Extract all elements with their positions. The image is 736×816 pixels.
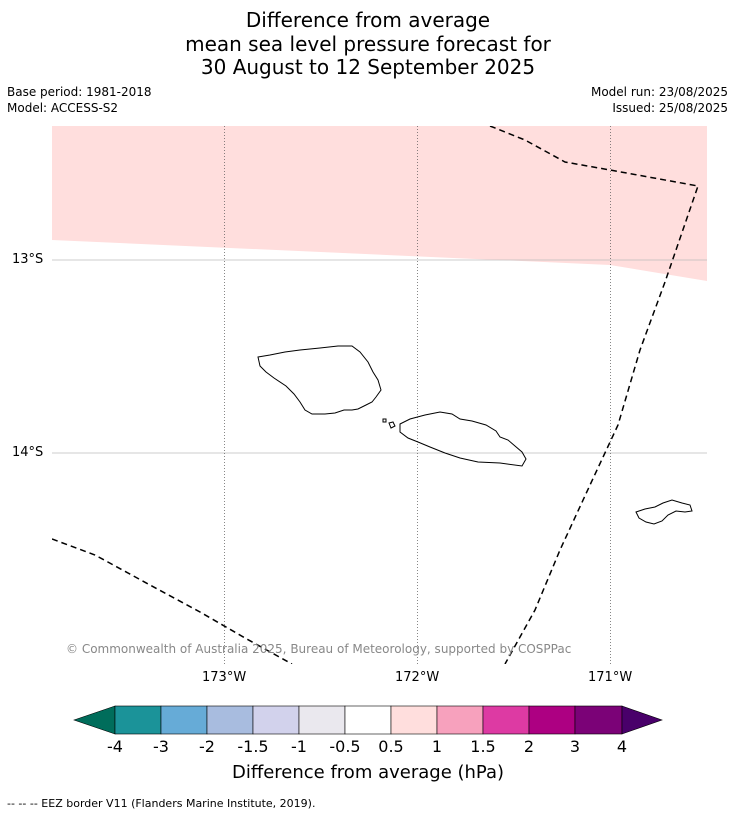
colorbar-title: Difference from average (hPa) <box>231 762 505 783</box>
colorbar-swatch <box>574 705 623 735</box>
colorbar-tick-label: -4 <box>107 737 123 756</box>
colorbar-tick-label: -2 <box>199 737 215 756</box>
colorbar-tick-label: 2 <box>523 737 535 756</box>
longitude-label-173w: 173°W <box>202 670 247 685</box>
tutuila-island <box>635 499 693 525</box>
base-period-text: Base period: 1981-2018 <box>7 85 152 99</box>
colorbar-swatch <box>206 705 254 735</box>
issued-text: Issued: 25/08/2025 <box>612 101 728 115</box>
colorbar-tick-label: -3 <box>153 737 169 756</box>
latitude-label-13s: 13°S <box>12 252 44 267</box>
colorbar-swatch <box>390 705 438 735</box>
apolima-islet <box>382 418 387 423</box>
eez-border-legend: -- -- -- EEZ border V11 (Flanders Marine… <box>7 797 316 810</box>
colorbar-swatch <box>298 705 346 735</box>
latitude-label-14s: 14°S <box>12 445 44 460</box>
savaii-island <box>257 345 382 415</box>
colorbar-swatch <box>114 705 162 735</box>
colorbar-tick-label: 1 <box>431 737 443 756</box>
colorbar-extend-high <box>621 705 663 735</box>
colorbar-tick-label: -1 <box>291 737 307 756</box>
colorbar-swatch <box>344 705 392 735</box>
model-run-text: Model run: 23/08/2025 <box>590 85 728 99</box>
colorbar-swatch <box>436 705 484 735</box>
title-line-3: 30 August to 12 September 2025 <box>200 55 536 79</box>
colorbar-swatch <box>482 705 530 735</box>
manono-islet <box>388 421 396 429</box>
colorbar-tick-label: 1.5 <box>470 737 496 756</box>
colorbar-tick-label: 4 <box>616 737 628 756</box>
colorbar-swatch <box>160 705 208 735</box>
colorbar-tick-label: 0.5 <box>378 737 404 756</box>
longitude-label-172w: 172°W <box>395 670 440 685</box>
colorbar-tick-label: 3 <box>569 737 581 756</box>
model-text: Model: ACCESS-S2 <box>7 101 119 115</box>
colorbar <box>73 705 663 735</box>
colorbar-swatch <box>528 705 576 735</box>
title-line-1: Difference from average <box>245 8 491 32</box>
colorbar-swatch <box>252 705 300 735</box>
colorbar-extend-low <box>73 705 116 735</box>
upolu-island <box>399 411 527 467</box>
colorbar-tick-label: -1.5 <box>237 737 269 756</box>
longitude-label-171w: 171°W <box>588 670 633 685</box>
colorbar-tick-label: -0.5 <box>329 737 361 756</box>
map-panel <box>52 126 707 664</box>
pressure-anomaly-shading <box>52 126 707 281</box>
copyright-notice: © Commonwealth of Australia 2025, Bureau… <box>66 642 572 656</box>
eez-border-north <box>489 126 699 664</box>
title-line-2: mean sea level pressure forecast for <box>185 32 551 56</box>
